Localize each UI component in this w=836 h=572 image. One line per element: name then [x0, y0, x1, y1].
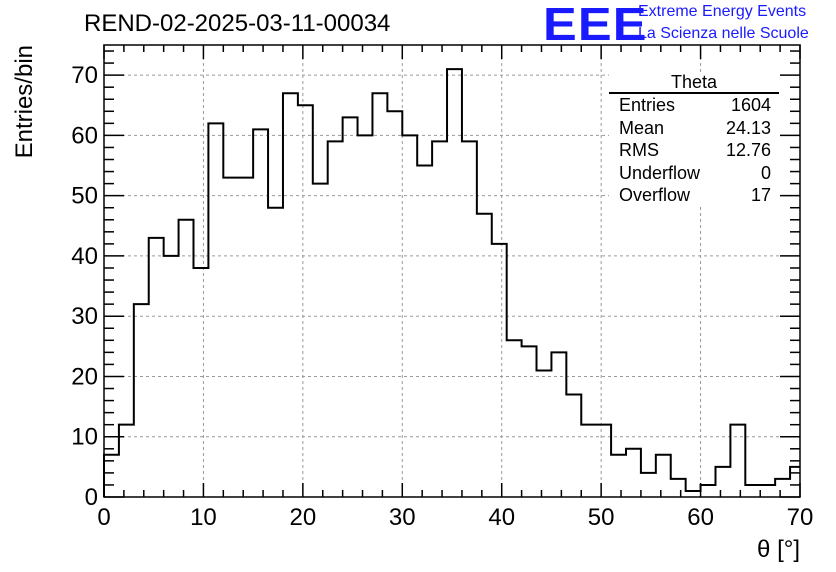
y-tick-label: 60	[71, 122, 98, 149]
stats-row-entries: Entries 1604	[609, 94, 779, 117]
x-tick-label: 30	[389, 504, 416, 531]
histogram-bin	[626, 449, 641, 497]
histogram-bin	[566, 395, 581, 497]
histogram-bin	[298, 105, 313, 497]
stats-value: 1604	[730, 95, 771, 115]
stats-value: 17	[750, 185, 771, 205]
histogram-bin	[581, 425, 596, 497]
histogram-bin	[134, 304, 149, 497]
histogram-bin	[745, 485, 760, 497]
histogram-bin	[671, 479, 686, 497]
x-tick-label: 60	[687, 504, 714, 531]
histogram-bin	[343, 117, 358, 497]
stats-row-mean: Mean 24.13	[609, 117, 779, 140]
y-tick-label: 0	[85, 484, 98, 511]
histogram-bin	[760, 485, 775, 497]
stats-label: RMS	[619, 140, 659, 160]
histogram-bin	[596, 425, 611, 497]
x-axis-label: θ [°]	[757, 536, 800, 563]
histogram-bin	[701, 485, 716, 497]
histogram-bin	[730, 425, 745, 497]
plot-frame	[103, 44, 801, 498]
histogram-bin	[462, 141, 477, 497]
histogram-bin	[775, 479, 790, 497]
x-tick-label: 0	[97, 504, 110, 531]
y-axis-label: Entries/bin	[11, 45, 38, 158]
histogram-bin	[507, 340, 522, 497]
histogram-bin	[313, 184, 328, 497]
histogram-bin	[253, 129, 268, 497]
histogram-bin	[492, 244, 507, 497]
run-title: REND-02-2025-03-11-00034	[84, 10, 391, 37]
stats-label: Underflow	[619, 162, 701, 183]
grid-lines	[104, 45, 800, 497]
histogram-bin	[522, 346, 537, 497]
histogram-bin	[328, 141, 343, 497]
stats-value: 12.76	[725, 140, 771, 160]
histogram-bin	[790, 467, 800, 497]
histogram-bin	[432, 141, 447, 497]
stats-label: Entries	[619, 95, 676, 115]
stats-row-underflow: Underflow 0	[609, 162, 779, 185]
stats-title: Theta	[609, 72, 779, 94]
histogram-outline	[103, 68, 800, 497]
histogram-bin	[551, 352, 566, 497]
tick-labels: 0 10 20 30 40 50 60 70 0 10 20 30 40 50 60 70	[71, 62, 813, 531]
logo-caption-line1: Extreme Energy Events	[638, 3, 807, 20]
histogram-bin	[149, 238, 164, 497]
histogram-bin	[208, 123, 223, 497]
y-tick-label: 70	[71, 62, 98, 89]
stats-box: Theta Entries 1604 Mean 24.13 RMS 12.76 …	[609, 72, 779, 207]
histogram-bin	[387, 111, 402, 497]
histogram-bin	[193, 268, 208, 497]
axis-ticks	[103, 45, 801, 498]
x-tick-label: 70	[787, 504, 814, 531]
logo-caption-line2: La Scienza nelle Scuole	[638, 25, 809, 42]
stats-value: 24.13	[725, 117, 771, 138]
x-tick-label: 50	[588, 504, 615, 531]
y-tick-label: 40	[71, 243, 98, 270]
histogram-bin	[715, 467, 730, 497]
stats-value: 0	[760, 162, 771, 183]
x-tick-label: 40	[488, 504, 515, 531]
x-tick-label: 20	[290, 504, 317, 531]
histogram-bin	[223, 178, 238, 497]
histogram-bin	[537, 370, 552, 497]
histogram-bin	[656, 455, 671, 497]
histogram-bin	[447, 69, 462, 497]
histogram-bin	[179, 220, 194, 497]
y-tick-label: 30	[71, 303, 98, 330]
histogram-bin	[268, 208, 283, 497]
stats-label: Overflow	[619, 185, 691, 205]
eee-logo: EEE	[543, 0, 648, 50]
histogram-bin	[119, 425, 134, 497]
histogram-bin	[417, 166, 432, 497]
y-tick-label: 50	[71, 183, 98, 210]
x-tick-label: 10	[190, 504, 217, 531]
histogram-bin	[641, 473, 656, 497]
stats-row-overflow: Overflow 17	[609, 184, 779, 207]
y-tick-label: 10	[71, 424, 98, 451]
histogram-bin	[238, 178, 253, 497]
histogram-bins	[103, 68, 800, 497]
histogram-bin	[611, 455, 626, 497]
stats-label: Mean	[619, 117, 665, 138]
stats-row-rms: RMS 12.76	[609, 139, 779, 162]
y-tick-label: 20	[71, 363, 98, 390]
